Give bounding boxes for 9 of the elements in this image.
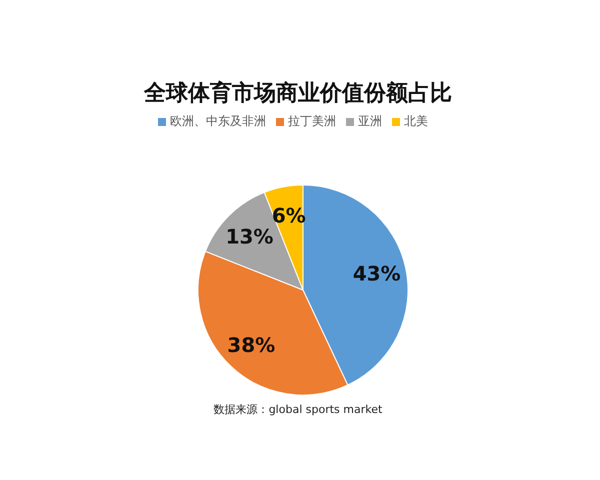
legend-label: 北美 [404, 114, 428, 128]
data-label: 13% [226, 224, 274, 249]
legend-label: 拉丁美洲 [288, 114, 336, 128]
legend-label: 亚洲 [358, 114, 382, 128]
source-note: 数据来源：global sports market [212, 402, 384, 417]
data-label: 38% [227, 333, 276, 358]
data-label: 43% [352, 262, 401, 286]
legend-label: 欧洲、中东及非洲 [170, 114, 266, 128]
chart-title: 全球体育市场商业价值份额占比 [142, 80, 453, 108]
